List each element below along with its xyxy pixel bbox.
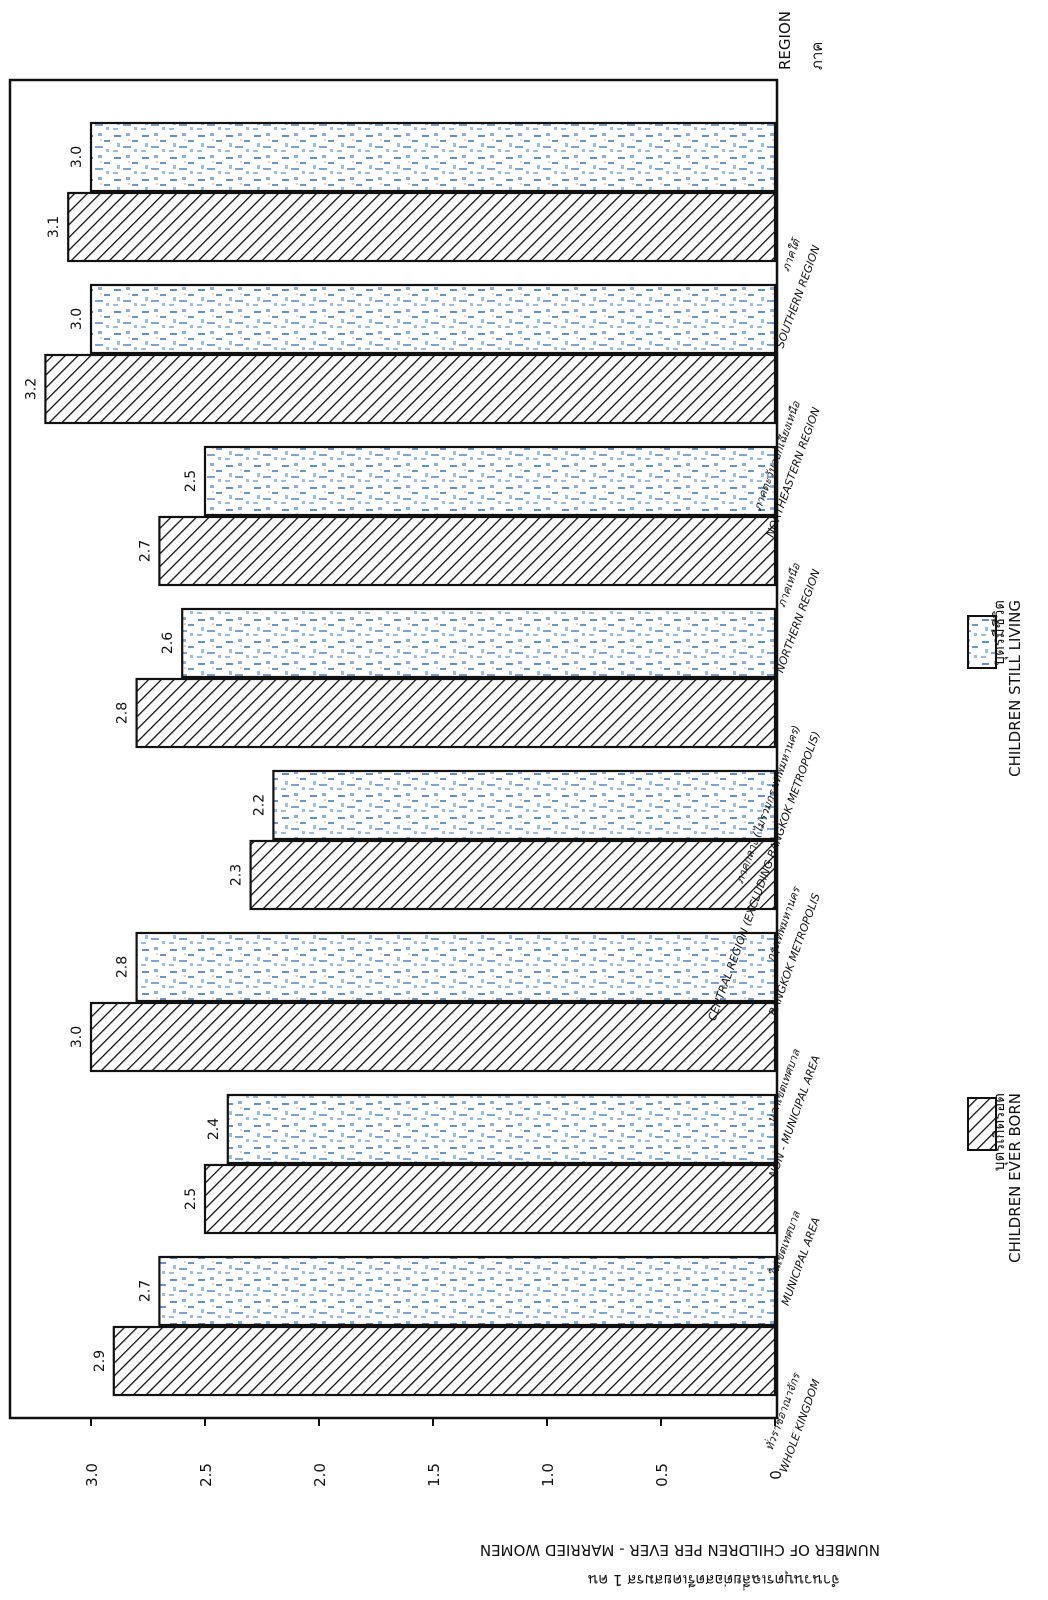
- y-tick-label: 0: [767, 1470, 785, 1480]
- y-tick-label: 1.0: [539, 1463, 557, 1487]
- data-label: 3.1: [46, 216, 62, 238]
- legend-swatch-ever-born: [967, 1097, 997, 1151]
- legend-swatch-still-living: [967, 615, 997, 669]
- bar-children-ever-born: [89, 1001, 777, 1073]
- data-label: 2.5: [183, 1188, 199, 1210]
- data-label: 2.4: [206, 1118, 222, 1140]
- y-axis-ticks: 0 0.5 1.0 1.5 2.0 2.5 3.0: [83, 1418, 785, 1487]
- legend-label-ever-born-thai: บุตรเกิดรอด: [990, 1093, 1009, 1171]
- x-axis-title-thai: ภาค: [808, 42, 826, 70]
- bar-children-still-living: [226, 1093, 777, 1165]
- legend-label-still-living: CHILDREN STILL LIVING: [1006, 600, 1024, 777]
- bar-children-ever-born: [203, 1163, 777, 1235]
- category-label: SOUTHERN REGION: [774, 244, 823, 350]
- bar-children-ever-born: [112, 1325, 777, 1397]
- bar-children-ever-born: [135, 677, 777, 749]
- category-label: NORTHERN REGION: [773, 568, 823, 675]
- data-label: 2.5: [183, 470, 199, 492]
- bar-children-still-living: [272, 769, 777, 841]
- data-label: 2.8: [115, 956, 131, 978]
- bar-children-ever-born: [158, 515, 777, 587]
- y-tick-label: 0.5: [653, 1463, 671, 1487]
- bar-children-ever-born: [67, 191, 777, 263]
- bar-children-still-living: [89, 121, 777, 193]
- data-label: 2.7: [137, 1280, 153, 1302]
- data-labels: 2.9 2.7 2.5 2.4 3.0 2.8 2.3 2.2 2.8 2.6 2.7 2.5 3.2 3…: [23, 146, 267, 1372]
- y-axis-title-thai: จำนวนบุตรเฉลี่ยต่อสตรีเคยสมรส 1 คน: [588, 1570, 840, 1591]
- y-tick-label: 1.5: [425, 1463, 443, 1487]
- bar-children-still-living: [135, 931, 777, 1003]
- data-label: 3.0: [69, 308, 85, 330]
- y-axis-title: NUMBER OF CHILDREN PER EVER - MARRIED WO…: [480, 1541, 880, 1559]
- bar-children-ever-born: [249, 839, 777, 911]
- x-axis-title: REGION: [776, 11, 794, 70]
- bar-children-still-living: [203, 445, 777, 517]
- y-tick-label: 2.0: [311, 1463, 329, 1487]
- y-tick-label: 2.5: [197, 1463, 215, 1487]
- bar-children-still-living: [158, 1255, 777, 1327]
- data-label: 3.2: [23, 378, 39, 400]
- data-label: 2.9: [92, 1350, 108, 1372]
- plot-frame: [8, 78, 779, 1420]
- legend: บุตรเกิดรอด CHILDREN EVER BORN บุตรมีชีว…: [967, 600, 1024, 1263]
- data-label: 2.2: [251, 794, 267, 816]
- data-label: 3.0: [69, 146, 85, 168]
- bar-children-still-living: [181, 607, 777, 679]
- data-label: 3.0: [69, 1026, 85, 1048]
- data-label: 2.6: [160, 632, 176, 654]
- bar-children-still-living: [89, 283, 777, 355]
- category-label-thai: ภาคใต้: [779, 236, 803, 274]
- data-label: 2.7: [137, 540, 153, 562]
- legend-label-still-living-thai: บุตรมีชีวิต: [990, 600, 1009, 666]
- legend-label-ever-born: CHILDREN EVER BORN: [1006, 1093, 1024, 1263]
- data-label: 2.8: [115, 702, 131, 724]
- y-tick-label: 3.0: [83, 1463, 101, 1487]
- bar-children-ever-born: [44, 353, 777, 425]
- data-label: 2.3: [229, 864, 245, 886]
- bars: [44, 121, 777, 1397]
